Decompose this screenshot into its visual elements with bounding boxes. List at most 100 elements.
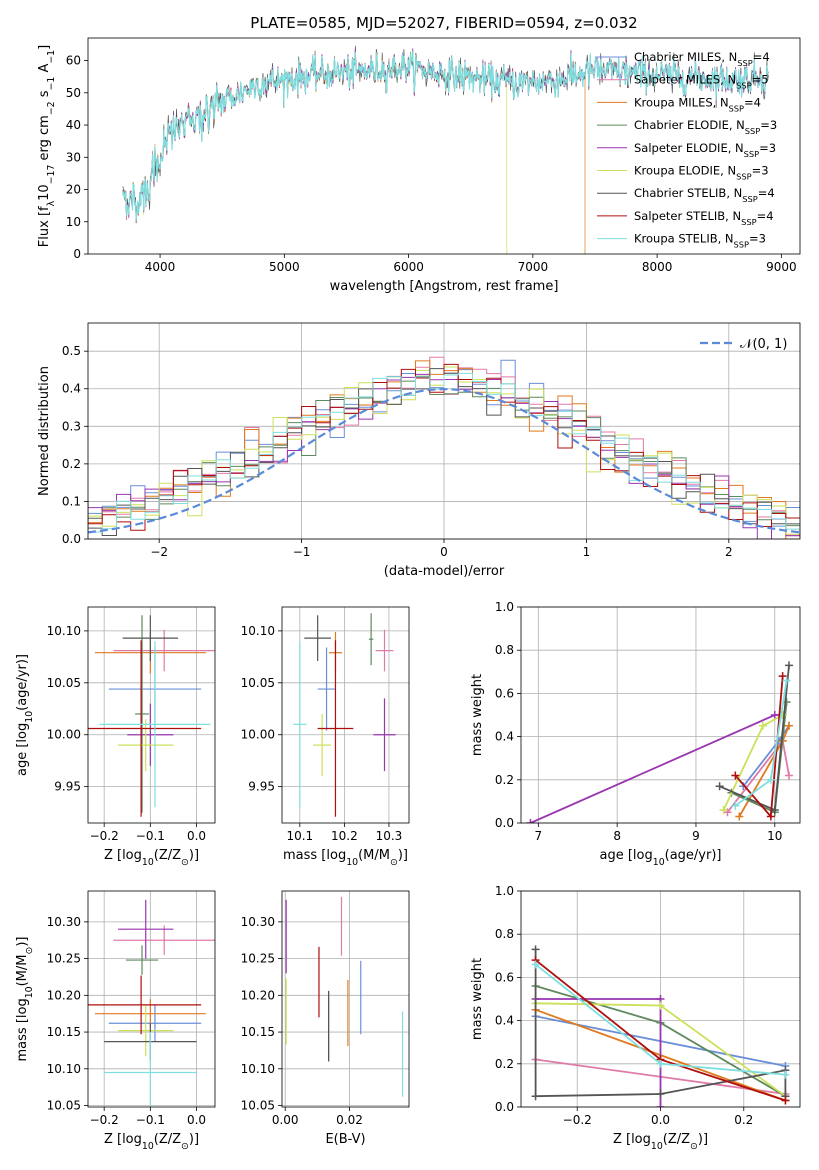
x-axis-label-part: ⊙ xyxy=(690,1141,698,1152)
x-tick-label: 0.0 xyxy=(187,829,206,843)
weight-marker xyxy=(531,960,540,969)
x-axis-label-part: 10 xyxy=(142,857,154,868)
x-axis-label-part: (Z/Z xyxy=(663,1132,690,1147)
axes-frame xyxy=(281,606,410,824)
panel-age-mass: 10.1 10.2 10.3 9.95 10.00 10.05 10.10 mass [log… xyxy=(241,606,410,868)
weight-marker xyxy=(656,1090,665,1099)
x-tick-label: 2 xyxy=(725,545,733,559)
legend-label: Chabrier STELIB, NSSP=4 xyxy=(634,186,775,204)
x-axis-label: (data-model)/error xyxy=(384,564,505,579)
weight-marker xyxy=(719,806,728,815)
legend-label: Salpeter MILES, NSSP=5 xyxy=(634,73,769,91)
legend-label-part: Kroupa MILES, N xyxy=(634,95,729,109)
weight-marker xyxy=(770,711,779,719)
legend-label: Chabrier MILES, NSSP=4 xyxy=(634,50,770,68)
x-tick-label: 9000 xyxy=(766,260,797,274)
weight-marker xyxy=(735,812,744,821)
x-tick-label: −2 xyxy=(150,545,168,559)
legend-label-part: SSP xyxy=(737,58,752,68)
weight-marker xyxy=(526,819,535,823)
weight-marker xyxy=(731,771,740,780)
spectrum-line xyxy=(122,50,769,221)
plot-area xyxy=(526,661,793,823)
normal-curve xyxy=(88,387,800,534)
legend-label-part: SSP xyxy=(745,126,760,136)
y-axis-label-part: s xyxy=(37,90,52,101)
y-axis-label-part: −17 xyxy=(46,165,57,185)
y-axis-label-part: (age/yr)] xyxy=(15,654,30,711)
plot-area xyxy=(293,613,396,817)
x-axis-label-part: )] xyxy=(189,848,199,863)
legend-label: Kroupa STELIB, NSSP=3 xyxy=(634,232,766,250)
x-tick-label: 0.0 xyxy=(187,1113,206,1127)
legend-label-part: SSP xyxy=(736,81,751,91)
y-axis-label-part: −1 xyxy=(46,77,57,91)
y-tick-label: 10.15 xyxy=(47,1025,81,1039)
x-axis-label-part: (Z/Z xyxy=(154,848,181,863)
y-tick-label: 50 xyxy=(66,86,81,100)
x-axis-label-part: ⊙ xyxy=(181,1141,189,1152)
weight-marker xyxy=(766,812,775,821)
weight-marker xyxy=(781,1070,790,1079)
weight-marker xyxy=(531,945,540,954)
legend-label-part: =5 xyxy=(752,73,769,87)
plot-area xyxy=(285,896,404,1097)
plot-area xyxy=(531,945,790,1107)
y-axis-label: Normed distribution xyxy=(37,366,52,496)
legend-label: Kroupa MILES, NSSP=4 xyxy=(634,95,761,113)
axes-frame xyxy=(520,890,801,1108)
legend-label-part: =3 xyxy=(759,141,776,155)
plot-area xyxy=(88,356,800,539)
x-tick-label: 10.3 xyxy=(376,829,403,843)
y-axis-label-part: A xyxy=(37,64,52,77)
x-axis-label-part: (Z/Z xyxy=(154,1132,181,1147)
x-axis-label-part: (data-model)/error xyxy=(384,564,505,579)
y-tick-label: 0.2 xyxy=(62,457,81,471)
legend-label-part: =4 xyxy=(758,186,775,200)
y-axis-label: mass weight xyxy=(470,958,485,1040)
y-tick-label: 10.05 xyxy=(241,676,275,690)
y-tick-label: 0.4 xyxy=(62,382,81,396)
y-tick-label: 10.25 xyxy=(241,952,275,966)
x-tick-label: 7 xyxy=(535,829,543,843)
y-axis-label-part: −2 xyxy=(46,101,57,115)
y-tick-label: 0.5 xyxy=(62,344,81,358)
y-axis-label-part: mass weight xyxy=(470,958,485,1040)
panel-weight-Z: −0.2 0.0 0.2 0.0 0.2 0.4 0.6 0.8 1.0 Z [log10(Z/Z… xyxy=(470,884,801,1152)
x-tick-label: 9 xyxy=(692,829,700,843)
y-tick-label: 10.10 xyxy=(241,1062,275,1076)
y-tick-label: 0.2 xyxy=(495,773,514,787)
legend-label-part: Chabrier STELIB, N xyxy=(634,186,742,200)
axes-frame xyxy=(87,606,216,824)
x-axis-label-part: Z [log xyxy=(104,848,142,863)
y-axis-label-part: 10 xyxy=(24,711,35,723)
y-tick-label: 10.10 xyxy=(47,1062,81,1076)
y-tick-label: 1.0 xyxy=(495,600,514,614)
y-tick-label: 0.6 xyxy=(495,686,514,700)
legend-label: Salpeter STELIB, NSSP=4 xyxy=(634,209,774,227)
y-tick-label: 60 xyxy=(66,54,81,68)
y-tick-label: 10.10 xyxy=(241,624,275,638)
y-tick-label: 10.30 xyxy=(47,915,81,929)
x-axis-label-part: 10 xyxy=(142,1141,154,1152)
x-axis-label: E(B-V) xyxy=(325,1132,365,1147)
x-tick-label: −0.1 xyxy=(136,829,165,843)
legend-label-part: Kroupa ELODIE, N xyxy=(634,164,736,178)
weight-marker xyxy=(656,1059,665,1068)
y-axis-label: mass weight xyxy=(470,674,485,756)
y-axis-label-part: −1 xyxy=(46,50,57,64)
y-tick-label: 0.1 xyxy=(62,494,81,508)
legend-label-part: SSP xyxy=(741,217,756,227)
legend-label-part: =3 xyxy=(749,232,766,246)
axes-frame xyxy=(87,322,801,540)
y-axis-label-part: )] xyxy=(15,937,30,947)
weight-marker xyxy=(781,1096,790,1105)
weight-marker xyxy=(782,676,791,685)
legend-label-part: Chabrier ELODIE, N xyxy=(634,118,745,132)
y-tick-label: 10.00 xyxy=(47,728,81,742)
y-tick-label: 0.0 xyxy=(495,816,514,830)
weight-marker xyxy=(784,661,793,670)
y-tick-label: 0.4 xyxy=(495,1014,514,1028)
